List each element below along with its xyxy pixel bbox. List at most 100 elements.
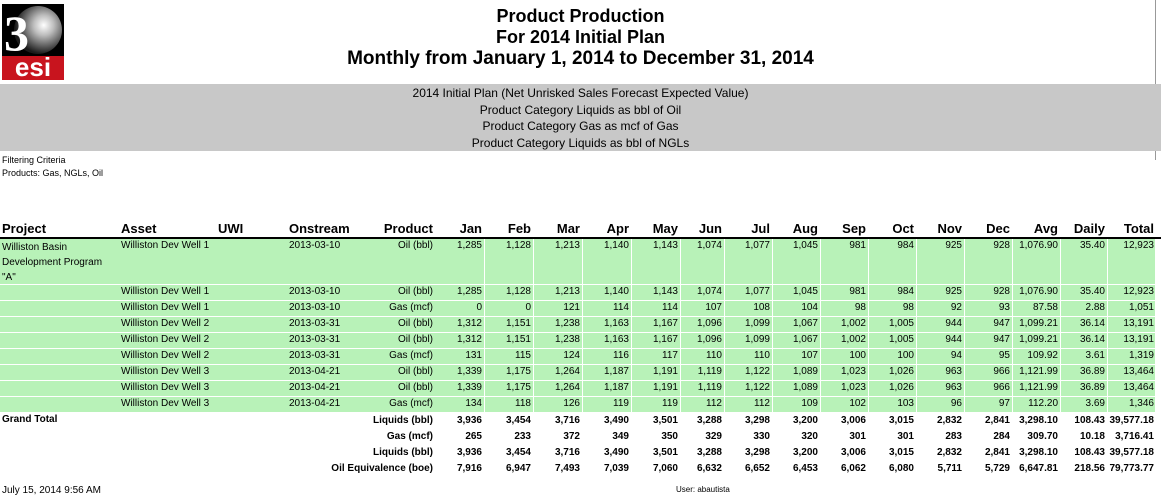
grand-total-oct: 3,015 (888, 415, 914, 426)
column-separator (772, 239, 773, 284)
grand-total-aug: 3,200 (792, 447, 818, 458)
cell-total: 13,464 (1123, 382, 1154, 393)
column-separator (484, 365, 485, 380)
column-separator (533, 317, 534, 332)
col-header-asset: Asset (121, 221, 157, 236)
column-separator (820, 397, 821, 412)
cell-sep: 1,023 (840, 366, 866, 377)
logo-text: esi (15, 52, 51, 80)
col-header-nov: Nov (937, 221, 962, 236)
column-separator (1060, 333, 1061, 348)
grand-total-dec: 5,729 (984, 463, 1010, 474)
cell-feb: 115 (515, 350, 531, 361)
cell-asset: Williston Dev Well 3 (121, 382, 210, 393)
cell-jun: 1,119 (697, 366, 722, 377)
grand-total-feb: 3,454 (505, 415, 531, 426)
grand-total-jan: 3,936 (456, 447, 482, 458)
grand-total-nov: 283 (945, 431, 962, 442)
grand-total-feb: 233 (514, 431, 531, 442)
grand-total-total: 3,716.41 (1115, 431, 1154, 442)
column-separator (582, 317, 583, 332)
grand-total-product: Liquids (bbl) (373, 447, 433, 458)
cell-feb: 1,151 (505, 318, 531, 329)
cell-avg: 87.58 (1032, 302, 1058, 313)
grand-total-product: Oil Equivalence (boe) (331, 463, 433, 474)
report-user: User: abautista (676, 485, 730, 494)
column-separator (1107, 317, 1108, 332)
cell-daily: 2.88 (1085, 302, 1105, 313)
grand-total-jun: 3,288 (696, 415, 722, 426)
column-separator (724, 317, 725, 332)
cell-avg: 1,121.99 (1019, 382, 1058, 393)
cell-nov: 925 (945, 286, 962, 297)
grand-total-total: 39,577.18 (1109, 447, 1155, 458)
grand-total-aug: 6,453 (792, 463, 818, 474)
column-separator (820, 381, 821, 396)
cell-daily: 35.40 (1079, 286, 1105, 297)
cell-aug: 1,067 (792, 318, 818, 329)
column-separator (724, 285, 725, 300)
cell-onstream: 2013-03-10 (289, 302, 341, 313)
column-separator (724, 381, 725, 396)
column-separator (1060, 317, 1061, 332)
page-edge-divider (1155, 0, 1156, 160)
cell-mar: 124 (563, 350, 580, 361)
cell-asset: Williston Dev Well 2 (121, 350, 210, 361)
cell-aug: 107 (801, 350, 818, 361)
cell-mar: 1,238 (554, 318, 580, 329)
cell-asset: Williston Dev Well 3 (121, 398, 210, 409)
banner-line-4: Product Category Liquids as bbl of NGLs (471, 135, 690, 150)
column-separator (533, 381, 534, 396)
column-separator (916, 397, 917, 412)
cell-product: Oil (bbl) (397, 382, 433, 393)
column-separator (820, 349, 821, 364)
column-separator (772, 285, 773, 300)
grand-total-mar: 3,716 (554, 415, 580, 426)
filtering-criteria: Filtering Criteria Products: Gas, NGLs, … (2, 154, 103, 180)
cell-onstream: 2013-03-10 (289, 240, 341, 251)
column-separator (1012, 333, 1013, 348)
grand-total-jul: 6,652 (744, 463, 770, 474)
cell-product: Oil (bbl) (397, 286, 433, 297)
column-separator (1012, 397, 1013, 412)
grand-total-jul: 330 (753, 431, 770, 442)
cell-apr: 1,140 (603, 240, 629, 251)
title-line-1: Product Production (496, 6, 665, 26)
column-separator (1107, 285, 1108, 300)
column-separator (772, 317, 773, 332)
grand-total-nov: 2,832 (936, 415, 962, 426)
cell-sep: 100 (849, 350, 866, 361)
column-separator (1012, 285, 1013, 300)
grand-total-mar: 3,716 (554, 447, 580, 458)
cell-sep: 981 (849, 286, 866, 297)
column-separator (868, 365, 869, 380)
column-separator (484, 349, 485, 364)
column-separator (631, 333, 632, 348)
cell-oct: 1,026 (888, 366, 914, 377)
cell-daily: 36.14 (1079, 318, 1105, 329)
header-underline (0, 237, 1161, 239)
cell-jul: 108 (753, 302, 770, 313)
col-header-avg: Avg (1033, 221, 1058, 236)
cell-may: 1,167 (652, 334, 678, 345)
cell-product: Oil (bbl) (397, 334, 433, 345)
cell-avg: 1,099.21 (1019, 334, 1058, 345)
grand-total-dec: 2,841 (984, 447, 1010, 458)
cell-jun: 1,096 (696, 334, 722, 345)
column-separator (772, 333, 773, 348)
grand-total-avg: 3,298.10 (1019, 447, 1058, 458)
grand-total-avg: 309.70 (1027, 431, 1058, 442)
grand-total-mar: 7,493 (554, 463, 580, 474)
cell-aug: 1,067 (792, 334, 818, 345)
cell-feb: 1,175 (505, 382, 531, 393)
grand-total-label: Grand Total (2, 414, 58, 425)
grand-total-nov: 2,832 (936, 447, 962, 458)
cell-asset: Williston Dev Well 1 (121, 240, 210, 251)
cell-product: Oil (bbl) (397, 366, 433, 377)
cell-sep: 102 (849, 398, 866, 409)
column-separator (631, 397, 632, 412)
cell-jan: 1,285 (456, 240, 482, 251)
column-separator (820, 317, 821, 332)
column-separator (533, 301, 534, 316)
column-separator (631, 301, 632, 316)
